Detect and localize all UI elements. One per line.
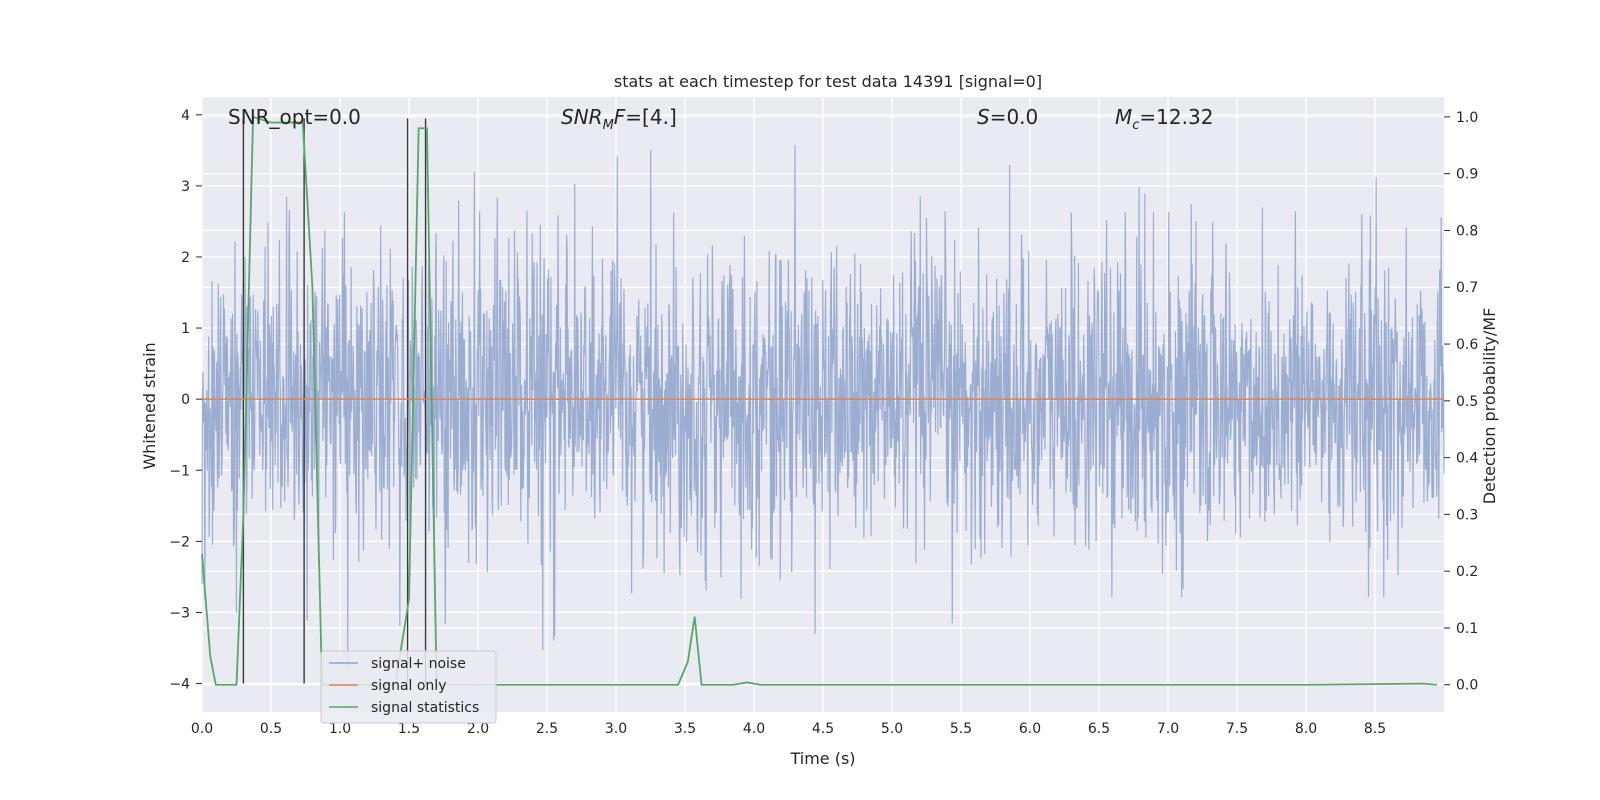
legend-label-signal-statistics: signal statistics (371, 700, 479, 716)
legend-label-signal-only: signal only (371, 678, 446, 694)
x-tick-label: 8.5 (1364, 721, 1386, 737)
x-tick-label: 6.5 (1088, 721, 1110, 737)
y2-axis-ticks: 1.0 0.9 0.8 0.7 0.6 0.5 0.4 0.3 0.2 0.1 0.0 (1444, 110, 1478, 694)
y2-tick-label: 0.6 (1456, 337, 1478, 353)
y2-tick-label: 0.3 (1456, 507, 1478, 523)
annotation-mc: Mc=12.32 (1115, 105, 1213, 133)
x-tick-label: 5.0 (881, 721, 903, 737)
y-tick-label: 1 (181, 321, 190, 337)
annotation-s: S=0.0 (977, 105, 1038, 129)
x-tick-label: 4.0 (743, 721, 765, 737)
y2-tick-label: 0.4 (1456, 451, 1478, 467)
y-tick-label: −4 (169, 677, 190, 693)
y-axis-label: Whitened strain (140, 342, 159, 469)
x-tick-label: 2.0 (467, 721, 489, 737)
legend-box (320, 650, 497, 724)
y-tick-label: −2 (169, 534, 190, 550)
legend-label-signal-noise: signal+ noise (371, 656, 466, 672)
y-tick-label: 3 (181, 179, 190, 195)
x-tick-label: 7.0 (1157, 721, 1179, 737)
x-tick-label: 5.5 (950, 721, 972, 737)
x-axis-label: Time (s) (789, 749, 855, 768)
y-tick-label: −1 (169, 463, 190, 479)
series-vertical-markers (242, 118, 427, 684)
x-axis-ticks: 0.0 0.5 1.0 1.5 2.0 2.5 3.0 3.5 4.0 4.5 5.0 5.5 6.0 6… (191, 721, 1386, 737)
x-tick-label: 2.5 (536, 721, 558, 737)
y2-axis-label: Detection probability/MF (1480, 308, 1499, 505)
y2-tick-label: 0.2 (1456, 564, 1478, 580)
signal-noise-line (201, 144, 1445, 670)
y2-tick-label: 1.0 (1456, 110, 1478, 126)
annotation-snr-opt: SNR_opt=0.0 (228, 105, 361, 129)
chart-title: stats at each timestep for test data 143… (614, 72, 1042, 91)
x-tick-label: 0.5 (260, 721, 282, 737)
x-tick-label: 7.5 (1226, 721, 1248, 737)
y2-tick-label: 0.8 (1456, 223, 1478, 239)
x-tick-label: 8.0 (1295, 721, 1317, 737)
y-tick-label: −3 (169, 605, 190, 621)
annotation-snr-mf: SNRMF=[4.] (561, 105, 677, 133)
y2-tick-label: 0.1 (1456, 621, 1478, 637)
x-tick-label: 0.0 (191, 721, 213, 737)
annotation-mc-value: =12.32 (1139, 105, 1213, 129)
legend: signal+ noise signal only signal statist… (320, 650, 497, 724)
y-tick-label: 2 (181, 250, 190, 266)
x-tick-label: 1.5 (398, 721, 420, 737)
annotation-s-value: =0.0 (990, 105, 1039, 129)
x-tick-label: 1.0 (329, 721, 351, 737)
y-axis-ticks: 4 3 2 1 0 −1 −2 −3 −4 (169, 108, 202, 693)
x-tick-label: 3.5 (674, 721, 696, 737)
series-signal-noise (201, 144, 1445, 670)
y2-tick-label: 0.5 (1456, 394, 1478, 410)
x-tick-label: 4.5 (812, 721, 834, 737)
y-tick-label: 0 (181, 392, 190, 408)
annotation-snr-mf-value: =[4.] (625, 105, 676, 129)
y2-tick-label: 0.0 (1456, 678, 1478, 694)
y2-tick-label: 0.9 (1456, 167, 1478, 183)
y-tick-label: 4 (181, 108, 190, 124)
y2-tick-label: 0.7 (1456, 280, 1478, 296)
x-tick-label: 3.0 (605, 721, 627, 737)
x-tick-label: 6.0 (1019, 721, 1041, 737)
